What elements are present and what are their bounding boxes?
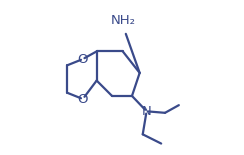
- Text: N: N: [142, 105, 152, 118]
- Text: O: O: [78, 93, 88, 106]
- Text: NH₂: NH₂: [110, 14, 135, 27]
- Text: O: O: [78, 53, 88, 66]
